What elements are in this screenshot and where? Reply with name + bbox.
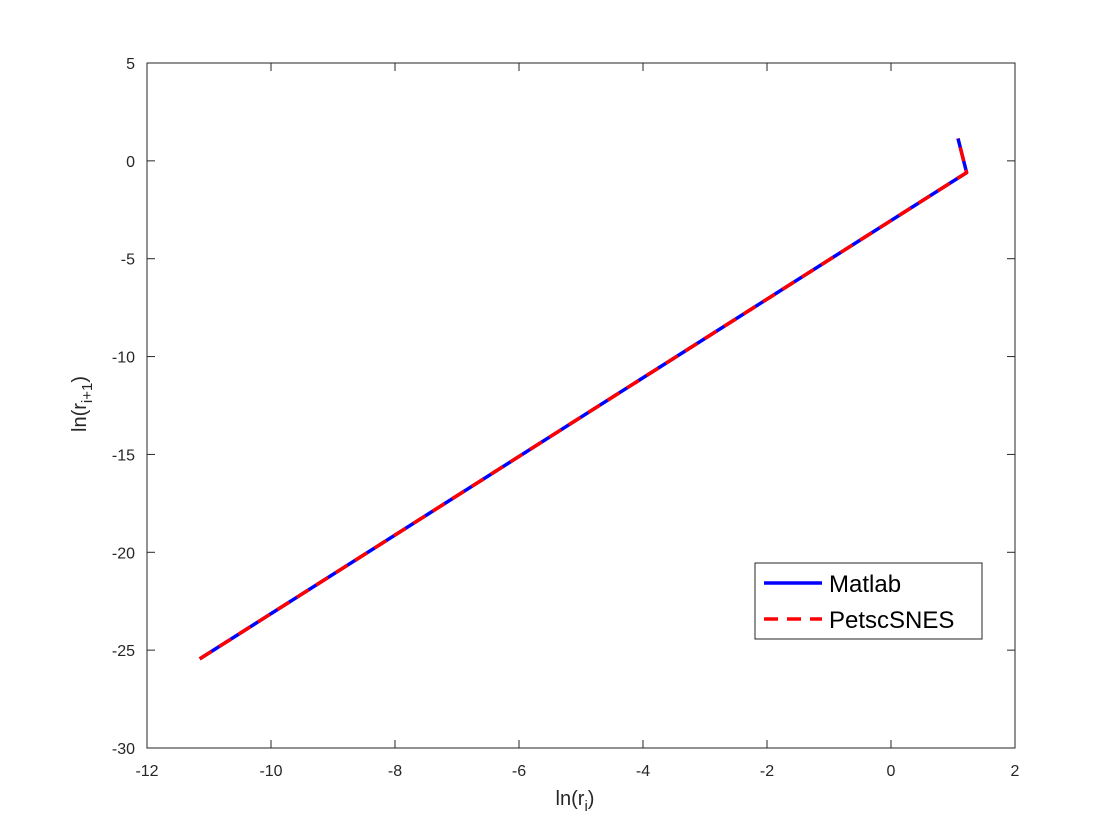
legend-box (754, 562, 983, 640)
y-axis-label-close: ) (69, 376, 91, 383)
legend: Matlab PetscSNES (754, 562, 983, 640)
x-tick-label: -4 (636, 763, 650, 780)
y-tick-label: 5 (126, 56, 135, 73)
x-axis-label: ln(ri) (556, 788, 595, 815)
legend-label-petscsnes: PetscSNES (829, 607, 954, 634)
legend-label-matlab: Matlab (829, 571, 901, 598)
plot-area (146, 62, 1016, 749)
y-axis-label: ln(ri+1) (69, 376, 96, 432)
x-tick-label: -12 (135, 763, 158, 780)
y-tick-label: -15 (112, 447, 135, 464)
y-tick-label: -25 (112, 643, 135, 660)
x-tick-label: 0 (887, 763, 896, 780)
series-line-petscsnes (198, 137, 969, 661)
x-tick-label: -2 (760, 763, 774, 780)
x-tick-label: -8 (388, 763, 402, 780)
x-tick-labels: -12 -10 -8 -6 -4 -2 0 2 (135, 763, 1019, 780)
y-tick-labels: -30 -25 -20 -15 -10 -5 0 5 (112, 56, 135, 758)
x-tick-label: 2 (1011, 763, 1020, 780)
x-axis-label-close: ) (588, 788, 595, 810)
y-axis-label-subscript: i+1 (79, 383, 96, 403)
x-axis-label-base: ln(r (556, 788, 585, 810)
y-tick-label: 0 (126, 154, 135, 171)
x-axis-label-subscript: i (584, 798, 587, 815)
axis-ticks (146, 62, 1016, 749)
series-lines (198, 137, 969, 661)
y-tick-label: -5 (121, 252, 135, 269)
y-axis-label-base: ln(r (69, 403, 91, 432)
y-tick-label: -20 (112, 545, 135, 562)
x-tick-label: -10 (259, 763, 282, 780)
y-tick-label: -30 (112, 741, 135, 758)
y-tick-label: -10 (112, 350, 135, 367)
x-tick-label: -6 (512, 763, 526, 780)
